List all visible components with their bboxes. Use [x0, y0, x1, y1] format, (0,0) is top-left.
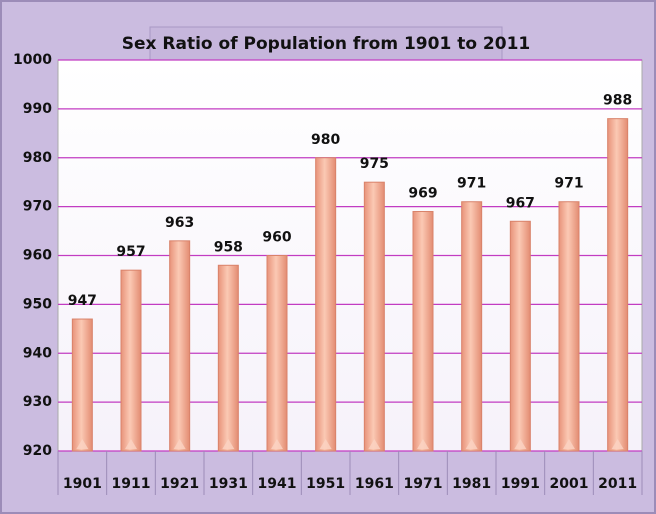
bar-base [368, 439, 381, 449]
y-tick-label: 930 [23, 394, 52, 410]
bar [266, 255, 288, 452]
data-label: 971 [457, 176, 486, 192]
y-tick-label: 1000 [13, 52, 52, 68]
x-tick-label: 1971 [404, 476, 443, 492]
x-tick-label: 1931 [209, 476, 248, 492]
x-tick-label: 2001 [550, 476, 589, 492]
x-tick-label: 1911 [112, 476, 151, 492]
x-tick-label: 1901 [63, 476, 102, 492]
x-tick-label: 1991 [501, 476, 540, 492]
bar [71, 318, 93, 452]
bar [169, 240, 191, 452]
data-label: 988 [603, 93, 632, 109]
bar-base [222, 439, 235, 449]
bar [315, 157, 337, 452]
bar-base [173, 439, 186, 449]
data-label: 947 [68, 293, 97, 309]
bar [558, 201, 580, 452]
bar-base [125, 439, 137, 449]
data-label: 960 [262, 230, 291, 246]
chart-title: Sex Ratio of Population from 1901 to 201… [122, 34, 531, 54]
x-tick-label: 1941 [258, 476, 297, 492]
x-tick-label: 1951 [306, 476, 345, 492]
data-label: 963 [165, 215, 194, 231]
bar-base [76, 439, 89, 449]
bar-base [514, 439, 527, 449]
x-tick-label: 1921 [160, 476, 199, 492]
y-tick-label: 990 [23, 101, 52, 117]
bar [120, 269, 142, 452]
bar [461, 201, 483, 452]
bar-base [465, 439, 478, 449]
y-tick-label: 920 [23, 443, 52, 459]
y-tick-label: 960 [23, 248, 52, 264]
bar [509, 220, 531, 452]
data-label: 957 [116, 244, 145, 260]
x-tick-label: 1961 [355, 476, 394, 492]
bar-base [319, 439, 332, 449]
data-label: 969 [408, 186, 437, 202]
data-label: 975 [360, 156, 389, 172]
bar-base [417, 439, 429, 449]
bar [217, 264, 239, 452]
x-tick-label: 1981 [452, 476, 491, 492]
bar [607, 118, 629, 452]
bar-base [271, 439, 283, 449]
bar [412, 211, 434, 452]
y-tick-label: 950 [23, 296, 52, 312]
y-tick-label: 940 [23, 345, 52, 361]
data-label: 967 [506, 195, 535, 211]
title-box [149, 26, 503, 62]
data-label: 958 [214, 239, 243, 255]
bar-base [563, 439, 575, 449]
data-label: 980 [311, 132, 340, 148]
x-tick-label: 2011 [598, 476, 637, 492]
bar [363, 181, 385, 452]
bar-base [611, 439, 624, 449]
y-tick-label: 970 [23, 199, 52, 215]
y-tick-label: 980 [23, 150, 52, 166]
data-label: 971 [554, 176, 583, 192]
